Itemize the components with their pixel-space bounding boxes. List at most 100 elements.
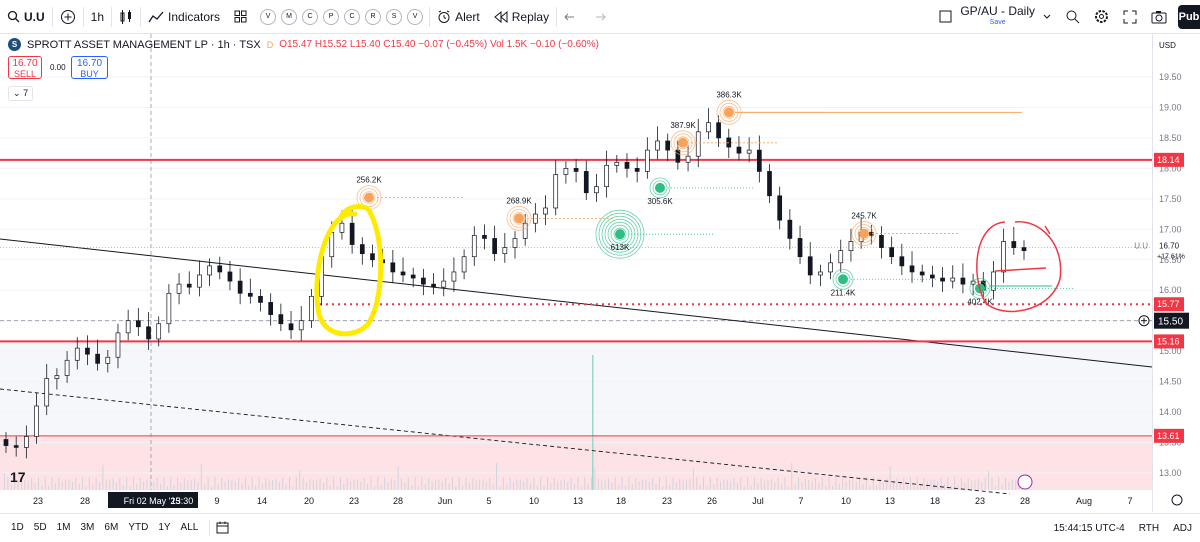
session-toggle[interactable]: RTH xyxy=(1138,522,1160,534)
range-1y[interactable]: 1Y xyxy=(158,522,171,533)
snapshot-button[interactable] xyxy=(1144,0,1174,34)
candle-body xyxy=(217,265,223,273)
time-axis-label: 23 xyxy=(33,496,43,506)
volume-bar xyxy=(322,482,324,490)
candle-body xyxy=(471,235,477,258)
indicator-shortcut-1[interactable]: V xyxy=(260,8,277,25)
compare-button[interactable] xyxy=(53,0,83,34)
redo-button[interactable] xyxy=(585,0,613,34)
volume-node-ring xyxy=(676,136,690,150)
volume-bar xyxy=(798,477,800,490)
candle-body xyxy=(135,320,141,328)
lot-size-toggle[interactable]: ⌄ 7 xyxy=(8,86,34,101)
legend-title: SPROTT ASSET MANAGEMENT LP · 1h · TSX xyxy=(27,38,261,51)
volume-bar xyxy=(411,484,413,490)
volume-bar xyxy=(367,483,369,490)
indicator-shortcut-7[interactable]: S xyxy=(386,8,403,25)
publish-button[interactable]: Pub xyxy=(1178,5,1200,29)
volume-bar xyxy=(974,480,976,490)
time-axis-label: 23 xyxy=(349,496,359,506)
templates-button[interactable] xyxy=(227,0,254,34)
range-ytd[interactable]: YTD xyxy=(128,522,149,533)
symbol-legend: S SPROTT ASSET MANAGEMENT LP · 1h · TSX … xyxy=(8,38,599,51)
adjust-toggle[interactable]: ADJ xyxy=(1173,522,1192,534)
volume-bar xyxy=(584,477,586,490)
volume-bar xyxy=(753,477,755,490)
price-level-tag-label: 18.14 xyxy=(1157,155,1180,165)
volume-bar xyxy=(109,480,111,490)
range-3m[interactable]: 3M xyxy=(80,522,95,533)
indicators-button[interactable]: Indicators xyxy=(141,0,227,34)
candle xyxy=(838,239,844,272)
range-1m[interactable]: 1M xyxy=(56,522,71,533)
candle-body xyxy=(838,250,844,264)
range-6m[interactable]: 6M xyxy=(104,522,119,533)
candle-body xyxy=(899,256,905,267)
price-level-tag-label: 15.16 xyxy=(1157,336,1180,346)
volume-bar xyxy=(428,477,430,490)
candle xyxy=(767,164,772,204)
volume-bar xyxy=(984,477,986,490)
chevron-down-icon: ⌄ xyxy=(13,88,21,98)
replay-button[interactable]: Replay xyxy=(487,0,556,34)
settings-button[interactable] xyxy=(1087,0,1116,34)
sell-button[interactable]: 16.70 SELL xyxy=(8,56,42,79)
indicator-shortcut-5[interactable]: C xyxy=(344,8,361,25)
quick-search-button[interactable] xyxy=(1058,0,1087,34)
indicator-shortcut-2[interactable]: M xyxy=(281,8,298,25)
time-axis-label: Jul xyxy=(752,496,764,506)
symbol-search[interactable]: U.U xyxy=(0,0,52,34)
fullscreen-button[interactable] xyxy=(1116,0,1144,34)
price-chart[interactable]: 256.2K 268.9K 387.9K 386.3K 245.7K 305.6K 613K… xyxy=(0,34,1152,512)
price-axis[interactable]: USD13.0013.5014.0014.5015.0015.5016.0016… xyxy=(1152,34,1200,512)
candle xyxy=(207,258,212,286)
add-symbol-icon xyxy=(60,9,75,24)
indicator-shortcut-8[interactable]: V xyxy=(407,8,424,25)
candle-body xyxy=(24,436,29,448)
indicator-shortcut-3[interactable]: C xyxy=(302,8,319,25)
candle xyxy=(909,251,915,283)
candle-body xyxy=(207,265,212,276)
candle xyxy=(258,289,263,312)
range-1d[interactable]: 1D xyxy=(11,522,24,533)
candle-body xyxy=(258,295,263,303)
chart-type-button[interactable] xyxy=(112,0,140,34)
volume-bar xyxy=(295,477,297,490)
candle-body xyxy=(146,326,151,340)
volume-bar xyxy=(370,477,372,490)
price-tick-label: 16.00 xyxy=(1159,285,1182,295)
crosshair-price-label: 15.50 xyxy=(1158,317,1183,328)
volume-node-ring xyxy=(512,211,526,225)
volume-bar xyxy=(736,483,738,490)
volume-bar xyxy=(574,484,576,490)
volume-node-label: 402.4K xyxy=(967,297,993,306)
volume-bar xyxy=(882,482,884,490)
clock[interactable]: 15:44:15 UTC-4 xyxy=(1053,522,1125,534)
price-level-tag xyxy=(1154,152,1184,167)
price-level-tag xyxy=(1154,297,1184,312)
range-all[interactable]: ALL xyxy=(180,522,199,533)
date-range-icon[interactable] xyxy=(216,521,229,534)
volume-bar xyxy=(614,477,616,490)
volume-bar xyxy=(557,481,559,490)
undo-button[interactable] xyxy=(557,0,585,34)
volume-bar xyxy=(787,486,789,490)
volume-bar xyxy=(139,478,141,490)
candle xyxy=(594,173,599,202)
layout-menu[interactable]: GP/AU - Daily Save xyxy=(932,0,1058,34)
indicator-shortcut-4[interactable]: P xyxy=(323,8,340,25)
candle xyxy=(227,260,233,291)
volume-bar xyxy=(563,479,565,490)
candle xyxy=(288,310,294,339)
candle-body xyxy=(34,405,39,437)
range-5d[interactable]: 5D xyxy=(33,522,47,533)
candle-body xyxy=(522,222,528,239)
interval-button[interactable]: 1h xyxy=(84,0,111,34)
candle-body xyxy=(665,140,671,151)
camera-icon xyxy=(1151,10,1167,23)
buy-button[interactable]: 16.70 BUY xyxy=(71,56,108,79)
alert-button[interactable]: Alert xyxy=(430,0,487,34)
candle-body xyxy=(960,277,966,285)
volume-node-label: 256.2K xyxy=(356,176,382,185)
indicator-shortcut-6[interactable]: R xyxy=(365,8,382,25)
